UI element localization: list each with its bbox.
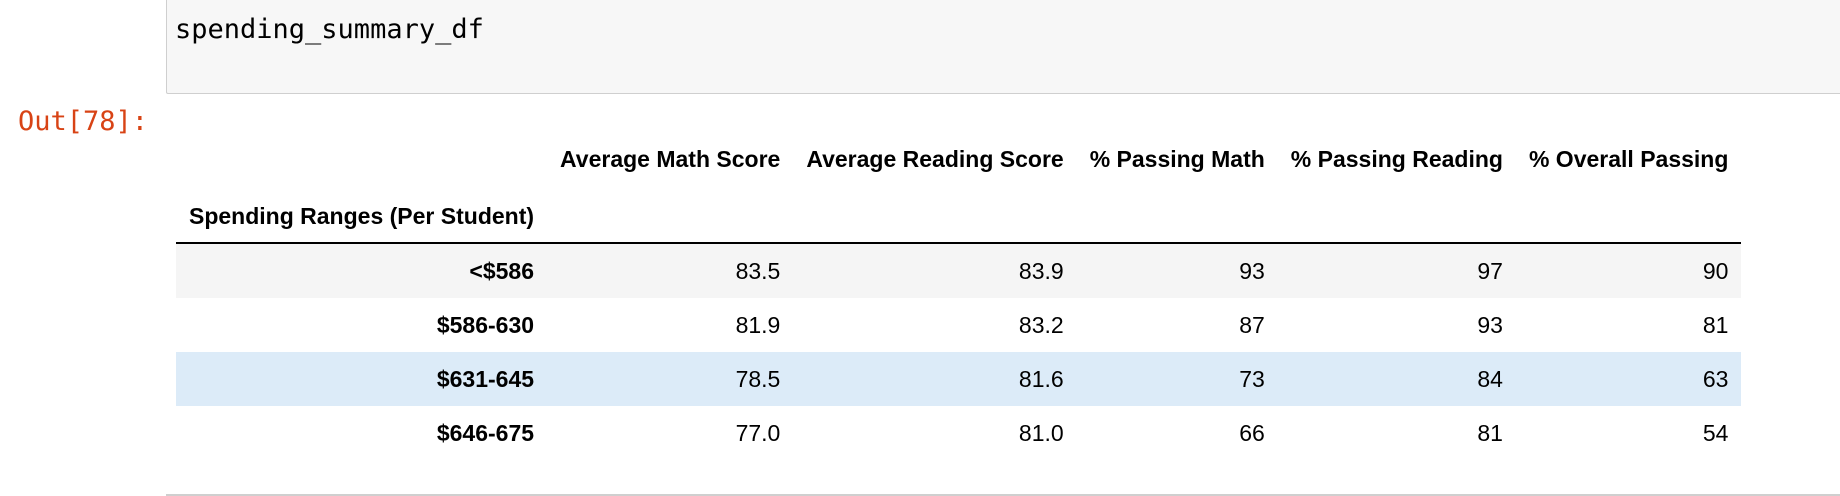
table-cell: 77.0 [735,419,781,446]
table-cell: 97 [1477,257,1503,284]
table-cell: 81.0 [1018,419,1064,446]
table-cell: 54 [1702,419,1729,446]
table-cell: 93 [1477,311,1503,338]
column-header: % Overall Passing [1528,145,1729,172]
code-input-cell[interactable]: spending_summary_df [166,0,1840,94]
table-row: $646-675 77.0 81.0 66 81 54 [176,406,1742,460]
column-header: % Passing Reading [1290,145,1503,172]
table-cell: 83.5 [735,257,781,284]
table-row: $586-630 81.9 83.2 87 93 81 [176,298,1742,352]
dataframe-table: Average Math Score Average Reading Score… [176,128,1742,460]
table-cell: 81.9 [735,311,781,338]
table-row: $631-645 78.5 81.6 73 84 63 [176,352,1742,406]
table-cell: 87 [1239,311,1265,338]
table-cell: 63 [1702,365,1729,392]
row-index: $646-675 [436,419,535,446]
table-cell: 66 [1239,419,1265,446]
table-cell: 73 [1239,365,1265,392]
table-cell: 83.2 [1018,311,1064,338]
column-header-row: Average Math Score Average Reading Score… [176,128,1741,190]
row-index: $586-630 [436,311,535,338]
table-cell: 83.9 [1018,257,1064,284]
table-cell: 81 [1477,419,1503,446]
table-cell: 81 [1702,311,1729,338]
index-name-row: Spending Ranges (Per Student) [176,190,1742,244]
next-cell-border [166,494,1840,496]
column-header: % Passing Math [1089,145,1265,172]
table-cell: 81.6 [1018,365,1064,392]
table-cell: 93 [1239,257,1265,284]
row-index: $631-645 [436,365,535,392]
output-area: Average Math Score Average Reading Score… [176,128,1742,460]
table-cell: 84 [1477,365,1503,392]
table-cell: 78.5 [735,365,781,392]
output-prompt: Out[78]: [18,106,149,137]
column-header: Average Reading Score [806,145,1064,172]
table-cell: 90 [1702,257,1729,284]
code-text[interactable]: spending_summary_df [175,14,484,45]
column-header-blank [176,128,547,190]
row-index: <$586 [469,257,535,284]
index-name: Spending Ranges (Per Student) [176,190,548,244]
table-row: <$586 83.5 83.9 93 97 90 [176,243,1742,298]
column-header: Average Math Score [560,145,781,172]
